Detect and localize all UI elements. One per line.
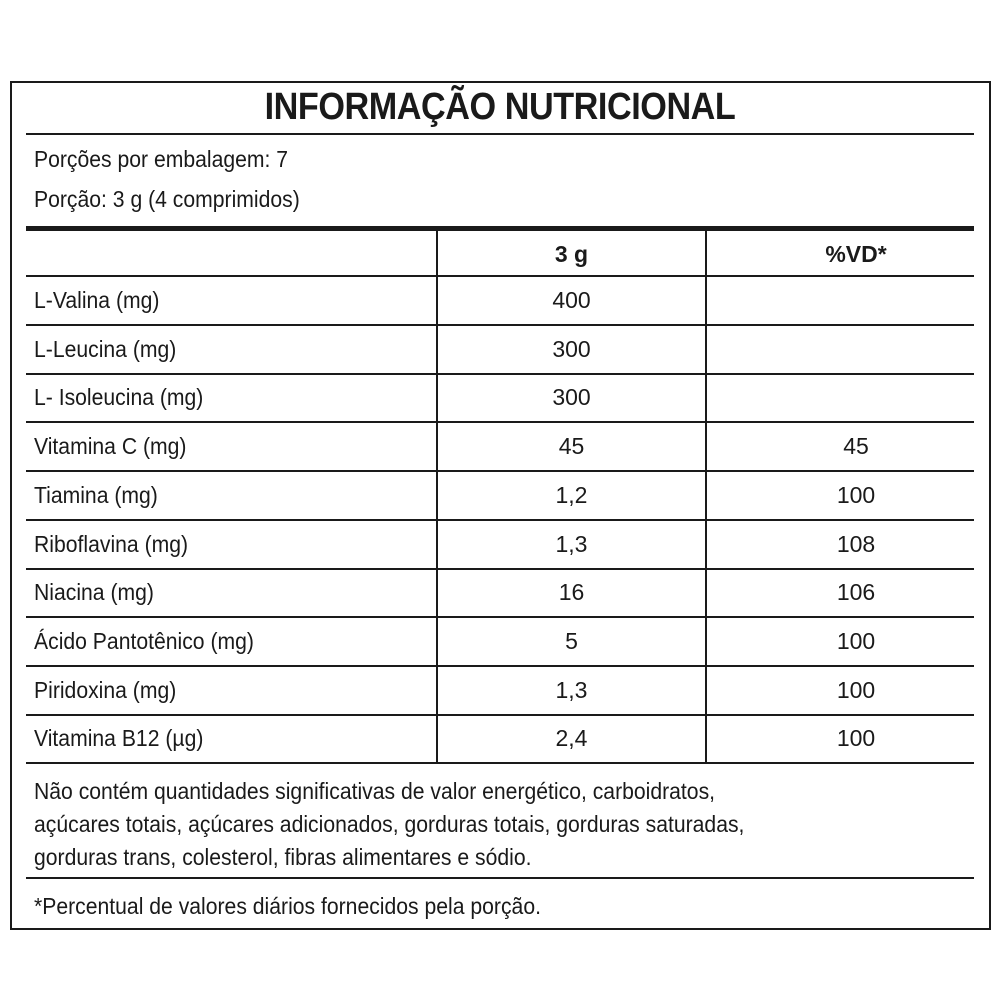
- nutrient-name: L-Leucina (mg): [34, 335, 177, 362]
- nutrient-dv: [706, 325, 1000, 374]
- nutrient-amount: 16: [558, 579, 585, 606]
- table-row: L- Isoleucina (mg) 300: [26, 373, 974, 422]
- disclaimer-line: açúcares totais, açúcares adicionados, g…: [34, 811, 745, 837]
- table-row: Vitamina B12 (µg) 2,4 100: [26, 714, 974, 763]
- table-header: 3 g %VD*: [26, 230, 974, 279]
- row-divider: [26, 714, 974, 716]
- row-divider: [26, 568, 974, 570]
- label-title: INFORMAÇÃO NUTRICIONAL: [264, 86, 736, 128]
- table-row: Tiamina (mg) 1,2 100: [26, 471, 974, 520]
- nutrient-amount: 2,4: [555, 725, 588, 752]
- nutrient-name: Vitamina B12 (µg): [34, 725, 204, 752]
- servings-per-package: Porções por embalagem: 7: [34, 146, 289, 172]
- table-row: Riboflavina (mg) 1,3 108: [26, 520, 974, 569]
- nutrient-name: L-Valina (mg): [34, 287, 160, 313]
- divider: [26, 133, 974, 135]
- nutrient-amount: 5: [565, 627, 578, 654]
- nutrient-dv: [706, 276, 1000, 325]
- nutrient-name: Riboflavina (mg): [34, 530, 189, 557]
- nutrient-dv: 100: [836, 725, 876, 752]
- nutrient-name: L- Isoleucina (mg): [34, 384, 204, 411]
- nutrient-amount: 400: [552, 287, 591, 313]
- nutrient-dv: 45: [843, 433, 869, 460]
- nutrient-amount: 1,3: [555, 676, 588, 703]
- nutrient-name: Piridoxina (mg): [34, 676, 177, 703]
- table-row: L-Valina (mg) 400: [26, 276, 974, 325]
- column-divider: [705, 230, 707, 763]
- row-divider: [26, 519, 974, 521]
- table-row: Piridoxina (mg) 1,3 100: [26, 666, 974, 715]
- row-divider: [26, 762, 974, 764]
- nutrient-amount: 300: [552, 384, 591, 411]
- nutrient-dv: [706, 373, 1000, 422]
- table-row: Vitamina C (mg) 45 45: [26, 422, 974, 471]
- nutrient-amount: 45: [558, 433, 585, 460]
- nutrient-name: Ácido Pantotênico (mg): [34, 627, 254, 654]
- column-divider: [436, 230, 438, 763]
- table-row: L-Leucina (mg) 300: [26, 325, 974, 374]
- header-amount: 3 g: [554, 241, 589, 267]
- nutrient-dv: 100: [836, 627, 876, 654]
- row-divider: [26, 324, 974, 326]
- nutrient-name: Vitamina C (mg): [34, 433, 187, 460]
- row-divider: [26, 275, 974, 277]
- nutrient-dv: 108: [836, 530, 876, 557]
- row-divider: [26, 470, 974, 472]
- nutrient-dv: 100: [836, 481, 876, 508]
- nutrient-name: Tiamina (mg): [34, 481, 158, 508]
- disclaimer-line: Não contém quantidades significativas de…: [34, 778, 716, 804]
- nutrient-amount: 1,2: [555, 481, 588, 508]
- table-row: Ácido Pantotênico (mg) 5 100: [26, 617, 974, 666]
- row-divider: [26, 421, 974, 423]
- footnote: *Percentual de valores diários fornecido…: [34, 893, 541, 919]
- serving-size: Porção: 3 g (4 comprimidos): [34, 186, 300, 212]
- disclaimer-line: gorduras trans, colesterol, fibras alime…: [34, 844, 532, 870]
- row-divider: [26, 616, 974, 618]
- table-row: Niacina (mg) 16 106: [26, 568, 974, 617]
- nutrient-dv: 106: [836, 579, 876, 606]
- label-border: [10, 81, 991, 930]
- nutrient-amount: 1,3: [555, 530, 588, 557]
- nutrient-dv: 100: [836, 676, 876, 703]
- disclaimer: Não contém quantidades significativas de…: [34, 775, 744, 874]
- row-divider: [26, 373, 974, 375]
- nutrient-amount: 300: [552, 335, 591, 362]
- divider: [26, 877, 974, 879]
- thick-divider: [26, 226, 974, 231]
- row-divider: [26, 665, 974, 667]
- nutrient-name: Niacina (mg): [34, 579, 154, 606]
- header-dv: %VD*: [825, 241, 887, 267]
